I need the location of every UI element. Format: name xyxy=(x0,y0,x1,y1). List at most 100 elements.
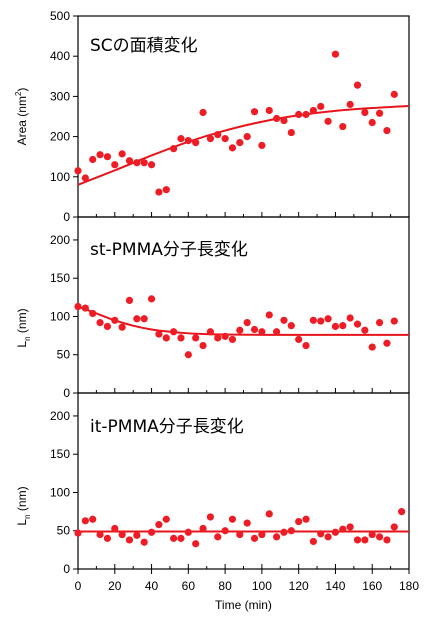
y-axis-label: Area (nm2) xyxy=(14,88,29,146)
data-point xyxy=(125,536,134,544)
data-point xyxy=(390,523,398,531)
y-tick-label: 200 xyxy=(50,409,70,423)
data-point xyxy=(111,316,119,324)
data-point xyxy=(96,319,104,327)
data-point xyxy=(155,188,163,196)
fit-line xyxy=(77,305,410,336)
data-point xyxy=(89,309,97,318)
data-point xyxy=(309,537,317,546)
data-point xyxy=(243,519,251,527)
data-point xyxy=(302,515,310,523)
y-tick-label: 50 xyxy=(57,524,71,538)
data-point xyxy=(361,326,369,334)
data-point xyxy=(265,311,273,319)
data-point xyxy=(103,322,112,331)
data-point xyxy=(125,296,134,305)
x-tick-label: 80 xyxy=(218,579,232,593)
y-tick-label: 500 xyxy=(50,9,70,23)
data-point xyxy=(221,135,229,143)
panel-it-pmma: it-PMMA分子長変化 Ln (nm) 0 50 100 150 200 xyxy=(15,392,410,576)
x-tick-label: 60 xyxy=(182,579,196,593)
y-tick-label: 100 xyxy=(50,485,70,499)
x-tick-label: 40 xyxy=(145,579,159,593)
data-point xyxy=(214,334,222,342)
y-tick-label: 100 xyxy=(50,170,70,184)
data-point xyxy=(221,527,229,535)
x-tick-label: 140 xyxy=(325,579,345,593)
y-tick-label: 200 xyxy=(50,130,70,144)
data-point xyxy=(243,133,251,141)
data-point xyxy=(140,315,148,323)
data-point xyxy=(383,536,391,544)
data-point xyxy=(147,528,156,536)
panel-st-pmma: st-PMMA分子長変化 Ln (nm) 0 50 100 150 200 xyxy=(15,216,410,400)
data-point xyxy=(140,159,148,167)
data-point xyxy=(177,534,185,542)
data-point xyxy=(118,323,126,331)
panel-title: it-PMMA分子長変化 xyxy=(90,417,244,437)
data-point xyxy=(353,320,362,328)
data-point xyxy=(236,530,244,539)
data-point xyxy=(147,295,156,303)
data-point xyxy=(295,110,303,119)
x-tick-label: 120 xyxy=(289,579,309,593)
data-point xyxy=(287,527,295,535)
data-point xyxy=(324,315,332,323)
data-point xyxy=(192,334,200,342)
data-point xyxy=(368,343,376,351)
data-point xyxy=(236,326,244,334)
data-point xyxy=(111,524,119,533)
y-tick-label: 150 xyxy=(50,271,70,285)
data-point xyxy=(309,316,317,324)
data-point xyxy=(177,135,185,143)
y-tick-label: 50 xyxy=(57,348,71,362)
data-point xyxy=(346,100,354,109)
data-point xyxy=(375,319,384,327)
data-point xyxy=(295,335,303,344)
data-point xyxy=(331,322,340,331)
data-point xyxy=(390,317,398,325)
y-tick-label: 0 xyxy=(63,562,70,576)
data-point xyxy=(162,186,170,194)
panel-title: SCの面積変化 xyxy=(90,36,198,56)
data-point xyxy=(155,330,163,338)
y-tick-label: 0 xyxy=(63,386,70,400)
data-point xyxy=(177,334,185,342)
data-point xyxy=(111,161,119,169)
data-point xyxy=(133,315,141,323)
data-point xyxy=(214,533,222,541)
data-point xyxy=(81,304,89,312)
data-point xyxy=(346,523,354,531)
data-point xyxy=(89,515,97,523)
x-tick-label: 20 xyxy=(108,579,122,593)
data-point xyxy=(375,533,384,541)
data-point xyxy=(228,335,237,344)
x-tick-label: 160 xyxy=(362,579,382,593)
data-point xyxy=(353,536,362,544)
data-point xyxy=(383,339,391,347)
data-point xyxy=(96,530,104,539)
data-point xyxy=(339,525,347,533)
data-point xyxy=(221,332,229,340)
data-point xyxy=(243,319,251,327)
data-point xyxy=(265,106,273,115)
data-point xyxy=(118,150,126,158)
data-point xyxy=(170,145,178,153)
data-point xyxy=(287,128,295,137)
data-point xyxy=(361,108,369,117)
panel-area-change: SCの面積変化 Area (nm2) 0 100 200 300 400 500 xyxy=(14,9,410,224)
y-tick-label: 200 xyxy=(50,233,70,247)
data-point xyxy=(258,141,266,150)
data-point xyxy=(184,351,192,359)
y-tick-label: 100 xyxy=(50,309,70,323)
data-point xyxy=(155,521,163,529)
data-point xyxy=(206,328,214,336)
data-point xyxy=(368,530,376,539)
data-point xyxy=(273,328,281,336)
data-point xyxy=(228,515,237,523)
data-point xyxy=(353,81,362,89)
data-point xyxy=(287,322,295,330)
data-point xyxy=(273,533,281,541)
data-point xyxy=(118,530,126,539)
